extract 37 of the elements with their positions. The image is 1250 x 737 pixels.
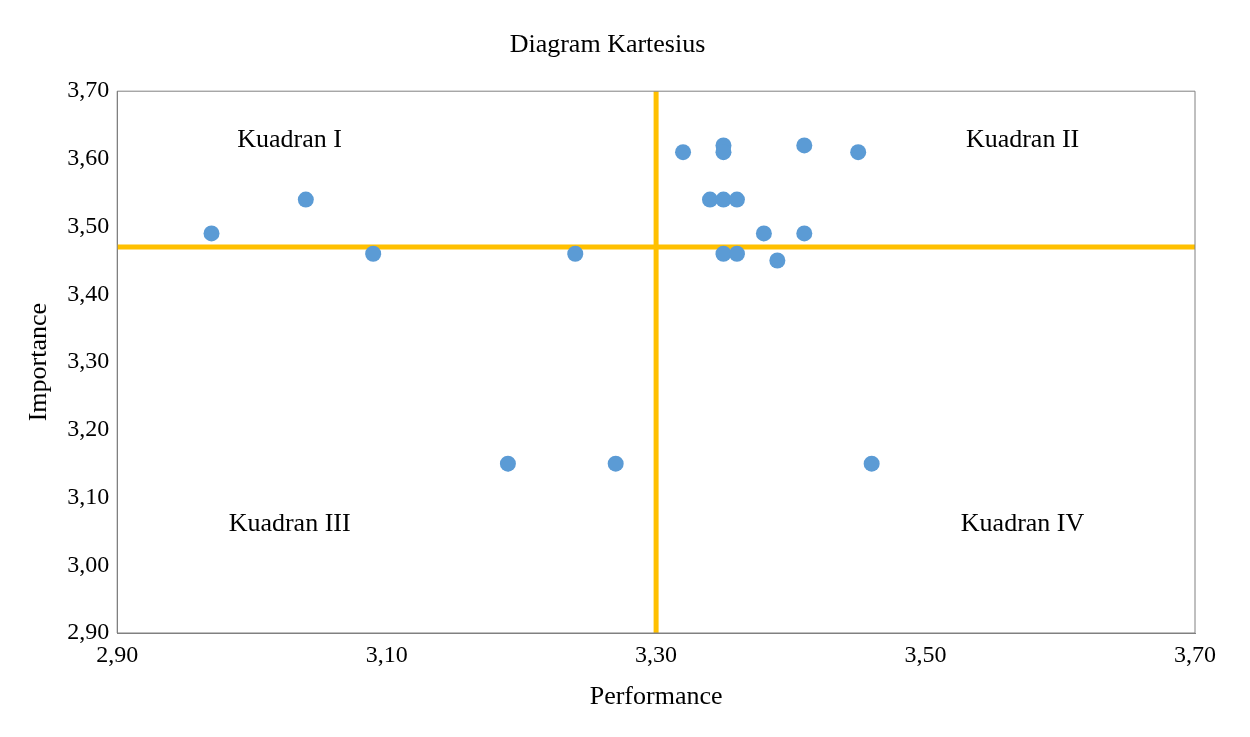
y-axis-title: Importance [23,302,53,422]
point [850,144,867,161]
point [863,455,880,472]
point [365,245,382,262]
point [728,191,745,208]
point [796,137,813,154]
point [755,225,772,242]
y-tick-label: 3,70 [67,76,110,103]
annotation: Kuadran I [237,123,342,153]
point [675,144,692,161]
point [769,252,786,269]
x-tick-label: 3,70 [1174,640,1216,667]
x-tick-label: 3,10 [365,640,408,667]
annotation: Kuadran II [965,123,1080,153]
x-tick-label: 3,30 [635,640,678,667]
point [715,245,732,262]
x-axis-title: Performance [589,681,723,711]
y-tick-label: 3,20 [67,415,110,442]
annotation: Kuadran IV [960,508,1085,538]
point [297,191,314,208]
y-tick-label: 3,00 [67,550,110,577]
y-tick-label: 3,50 [67,211,110,238]
chart-title: Diagram Kartesius [509,29,706,59]
point [567,245,584,262]
point [715,191,732,208]
y-tick-label: 3,60 [67,144,110,171]
annotation: Kuadran III [228,508,351,538]
y-tick-label: 3,10 [67,482,110,509]
y-tick-label: 3,40 [67,279,110,306]
point [499,455,516,472]
point [728,245,745,262]
point [607,455,624,472]
y-tick-label: 3,30 [67,347,110,374]
point [203,225,220,242]
x-tick-label: 3,50 [904,640,947,667]
point [701,191,718,208]
point [796,225,813,242]
